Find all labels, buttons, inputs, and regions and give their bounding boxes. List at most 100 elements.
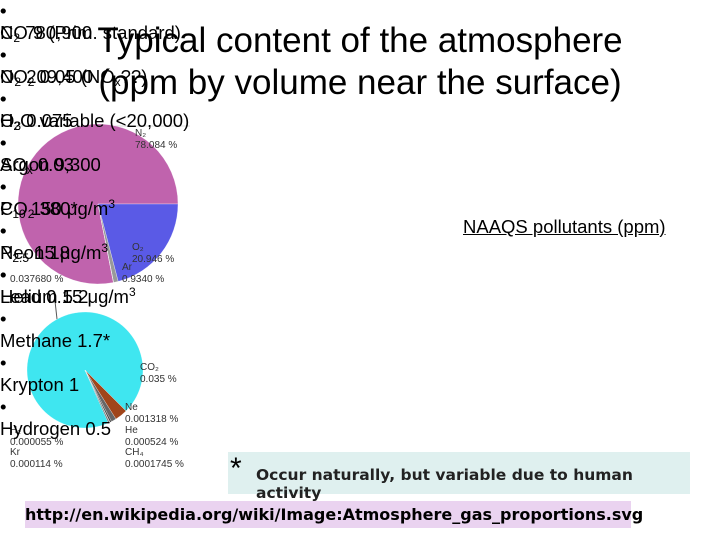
list-right: • CO 9 (Prim. standard) • NO2 0.05 (NOx??) •… xyxy=(0,0,181,308)
list-item: CO 9 (Prim. standard) xyxy=(0,22,181,44)
list-item: SOx 0.03 xyxy=(0,154,181,176)
slice-value: 0.001318 % xyxy=(125,414,178,425)
pie-slice xyxy=(84,369,110,424)
text-run: CO xyxy=(0,198,28,219)
text-run: 2 xyxy=(13,119,21,133)
text-run: 3 xyxy=(14,119,22,133)
text-run: 780,900 xyxy=(20,22,93,43)
list-item: N2 780,900 xyxy=(0,22,189,44)
bullet: • xyxy=(0,132,7,153)
text-run: 2.5 xyxy=(12,251,30,265)
bullet: • xyxy=(0,44,7,65)
text-run: 2 xyxy=(13,31,21,45)
list-item: NO2 0.05 (NOx??) xyxy=(0,66,181,88)
text-run: O xyxy=(0,110,15,131)
text-run: Hydrogen 0.5 xyxy=(0,418,112,439)
list-item: Methane 1.7* xyxy=(0,330,189,352)
text-run: 3 xyxy=(108,197,116,211)
text-run: 0.075 xyxy=(21,110,73,131)
list-item: Argon 9,300 xyxy=(0,154,189,176)
slice-value: 0.000524 % xyxy=(125,437,178,448)
text-run: SO xyxy=(0,154,27,175)
title: (ppm by volume near the surface) xyxy=(98,63,622,102)
slice-name: N₂ xyxy=(135,128,146,139)
list-item: O3 0.075 xyxy=(0,110,181,132)
slice-value: 0.000114 % xyxy=(10,459,63,470)
bullet: • xyxy=(0,132,7,153)
bullet: • xyxy=(0,396,7,417)
list-item: Hydrogen 0.5 xyxy=(0,418,189,440)
text-run: CO 9 (Prim. standard) xyxy=(0,22,181,43)
text-run: Krypton 1 xyxy=(0,374,80,395)
text-run: 3 xyxy=(128,285,136,299)
text-run: 0.03 xyxy=(32,154,74,175)
list-item: Helium 5.2 xyxy=(0,286,189,308)
text-run: O xyxy=(0,66,15,87)
bullet: • xyxy=(0,264,7,285)
bullet: • xyxy=(0,44,7,65)
slice-value: 0.035 % xyxy=(140,374,177,385)
slice-value: 78.084 % xyxy=(135,140,177,151)
slice-name: Kr xyxy=(10,447,21,458)
heading: NAAQS pollutants (ppm) xyxy=(463,216,666,237)
bullet: • xyxy=(0,176,7,197)
text-run: H xyxy=(0,110,14,131)
list-item: Neon 18 xyxy=(0,242,189,264)
text-run: NO xyxy=(0,66,28,87)
text-run: 0.05 (NO xyxy=(34,66,115,87)
footnote-mark: * xyxy=(230,452,242,485)
slice-name: CH₄ xyxy=(125,447,144,458)
pie-slice xyxy=(97,203,114,283)
list-item: Lead 0.15 μg/m3 xyxy=(0,286,181,308)
slice-value: 0.0001745 % xyxy=(125,459,184,470)
bullet: • xyxy=(0,220,7,241)
slice-name: He xyxy=(125,425,138,436)
list-item: H2O variable (<20,000) xyxy=(0,110,189,132)
bullet: • xyxy=(0,176,7,197)
footnote-box: * Occur naturally, but variable due to h… xyxy=(228,452,690,502)
text-run: 150 μg/m xyxy=(25,198,109,219)
text-run: 10 xyxy=(12,207,26,221)
bullet: • xyxy=(0,88,7,109)
list-item: P2.5 15 μg/m3 xyxy=(0,242,181,264)
text-run: 15 μg/m xyxy=(29,242,102,263)
slice-value: 20.946 % xyxy=(132,254,174,265)
slice-value: 0.000055 % xyxy=(10,437,63,448)
slice-name: CO₂ xyxy=(140,362,159,373)
text-run: x xyxy=(26,163,33,177)
slice-name: O₂ xyxy=(132,242,144,253)
slice-value: 0.9340 % xyxy=(122,274,164,285)
bullet: • xyxy=(0,308,7,329)
list-item: O2 209,400 xyxy=(0,66,189,88)
footnote-text: Occur naturally, but variable due to hum… xyxy=(256,466,633,502)
text-run: 2 xyxy=(27,207,35,221)
bullet: • xyxy=(0,0,7,21)
slice-name: Ne xyxy=(125,402,138,413)
bullet: • xyxy=(0,352,7,373)
text-run: Neon 18 xyxy=(0,242,70,263)
text-run: Argon 9,300 xyxy=(0,154,101,175)
source-link: http://en.wikipedia.org/wiki/Image:Atmos… xyxy=(25,501,643,528)
slice-name: H₂ xyxy=(10,425,21,436)
text-run: Methane 1.7* xyxy=(0,330,111,351)
title: Typical content of the atmosphere xyxy=(97,21,623,60)
text-run: Helium 5.2 xyxy=(0,286,89,307)
text-run: 209,400 xyxy=(21,66,94,87)
text-run: O variable (<20,000) xyxy=(20,110,190,131)
text-run: 380* xyxy=(34,198,78,219)
text-run: 3 xyxy=(101,241,109,255)
text-run: Lead 0.15 μg/m xyxy=(0,286,129,307)
bullet: • xyxy=(0,264,7,285)
text-run: ??) xyxy=(120,66,148,87)
list-item: Krypton 1 xyxy=(0,374,189,396)
list-left: • N2 780,900 • O2 209,400 • H2O variable (<20… xyxy=(0,0,189,440)
bullet: • xyxy=(0,0,7,21)
text-run: N xyxy=(0,22,14,43)
list-item: P10 150 μg/m3 xyxy=(0,198,181,220)
text-run: 2 xyxy=(14,75,22,89)
bullet: • xyxy=(0,220,7,241)
pie-slice xyxy=(97,203,179,282)
text-run: P xyxy=(0,242,13,263)
